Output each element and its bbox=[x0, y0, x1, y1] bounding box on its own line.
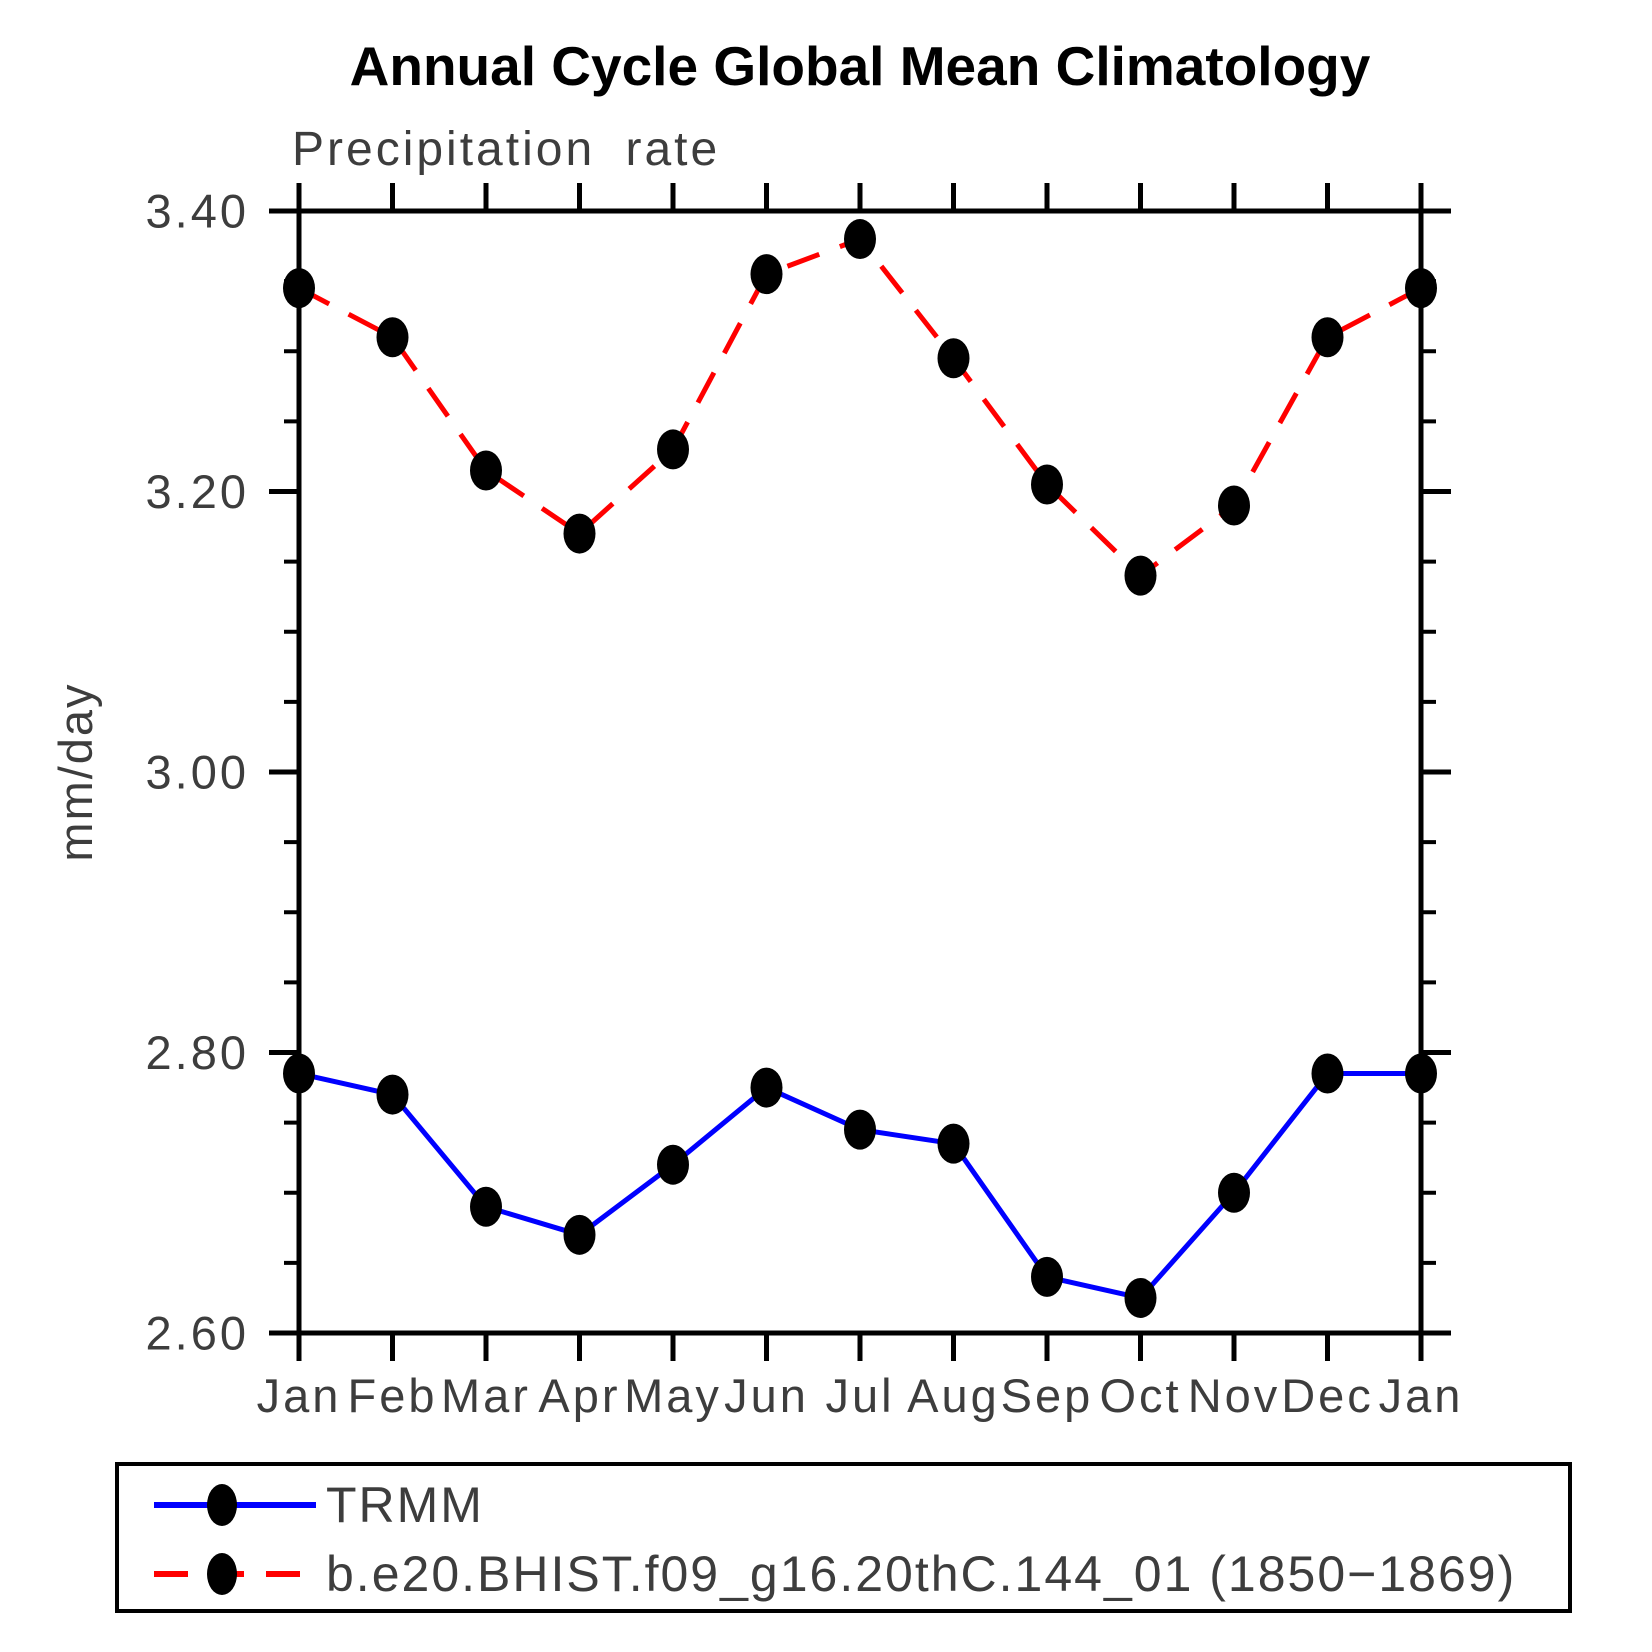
x-tick-label: May bbox=[624, 1369, 722, 1422]
series-line-0 bbox=[298, 1071, 1421, 1301]
data-point bbox=[283, 268, 315, 309]
x-tick-label: Jan bbox=[1379, 1369, 1464, 1422]
data-point bbox=[937, 338, 970, 379]
data-point bbox=[750, 254, 783, 295]
x-tick-label: Jul bbox=[825, 1369, 894, 1422]
data-point bbox=[750, 1067, 783, 1108]
legend-box bbox=[115, 1462, 1572, 1613]
legend-label-trmm: TRMM bbox=[326, 1477, 484, 1533]
data-point bbox=[1311, 317, 1344, 358]
legend-item-model: b.e20.BHIST.f09_g16.20thC.144_01 (1850−1… bbox=[150, 1546, 1516, 1602]
model-line-sample bbox=[154, 1553, 316, 1595]
data-point bbox=[376, 1074, 409, 1115]
data-point bbox=[1311, 1053, 1344, 1094]
x-tick-label: Feb bbox=[348, 1369, 438, 1422]
data-point bbox=[844, 1109, 876, 1150]
data-point bbox=[937, 1123, 970, 1164]
chart-title: Annual Cycle Global Mean Climatology bbox=[349, 35, 1371, 97]
data-point bbox=[1031, 464, 1063, 505]
data-point bbox=[657, 1144, 689, 1185]
data-point bbox=[1218, 485, 1250, 526]
legend-label-model: b.e20.BHIST.f09_g16.20thC.144_01 (1850−1… bbox=[326, 1546, 1517, 1602]
data-point bbox=[470, 1186, 502, 1227]
x-tick-label: Oct bbox=[1099, 1369, 1181, 1422]
x-tick-label: Sep bbox=[1001, 1369, 1094, 1422]
trmm-sample-marker-icon bbox=[207, 1484, 237, 1526]
y-tick-label: 2.60 bbox=[146, 1306, 249, 1359]
data-point bbox=[1124, 1277, 1157, 1318]
series-line-1 bbox=[297, 236, 1423, 579]
x-tick-label: Jan bbox=[257, 1369, 342, 1422]
y-tick-label: 3.20 bbox=[146, 465, 249, 518]
model-sample-marker-icon bbox=[207, 1553, 237, 1595]
y-tick-label: 3.40 bbox=[146, 184, 249, 237]
trmm-line-sample bbox=[154, 1484, 316, 1526]
x-tick-label: Mar bbox=[441, 1369, 531, 1422]
data-point bbox=[844, 219, 876, 260]
chart-subtitle: Precipitation rate bbox=[292, 123, 721, 176]
data-point bbox=[470, 450, 502, 491]
data-point bbox=[283, 1053, 315, 1094]
data-point bbox=[1405, 1053, 1437, 1094]
legend-item-trmm: TRMM bbox=[150, 1477, 484, 1533]
y-axis-title: mm/day bbox=[49, 682, 102, 861]
data-point bbox=[657, 429, 689, 470]
data-point bbox=[1124, 555, 1157, 596]
y-tick-label: 3.00 bbox=[146, 745, 249, 798]
data-point bbox=[563, 1214, 596, 1255]
data-point bbox=[563, 513, 596, 554]
data-point bbox=[1031, 1256, 1063, 1297]
x-tick-label: Dec bbox=[1281, 1369, 1374, 1422]
data-point bbox=[1405, 268, 1437, 309]
x-tick-label: Apr bbox=[538, 1369, 620, 1422]
x-tick-label: Aug bbox=[907, 1369, 1000, 1422]
x-tick-label: Nov bbox=[1188, 1369, 1281, 1422]
y-tick-label: 2.80 bbox=[146, 1026, 249, 1079]
data-point bbox=[1218, 1172, 1250, 1213]
x-tick-label: Jun bbox=[724, 1369, 809, 1422]
data-point bbox=[376, 317, 409, 358]
